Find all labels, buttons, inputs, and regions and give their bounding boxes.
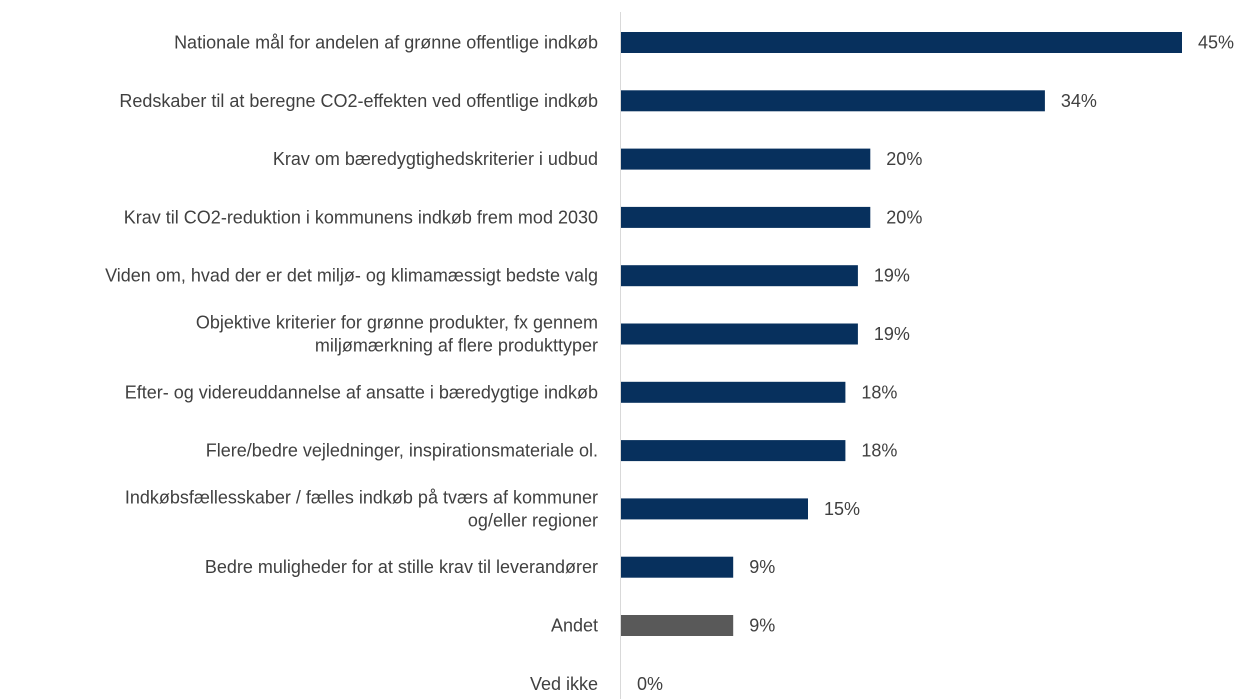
bar bbox=[621, 32, 1182, 53]
value-label: 18% bbox=[861, 382, 897, 402]
bar bbox=[621, 206, 871, 228]
bars-layer bbox=[621, 32, 1182, 636]
category-label: Krav til CO2-reduktion i kommunens indkø… bbox=[124, 207, 598, 227]
value-label: 20% bbox=[886, 149, 922, 169]
value-label: 0% bbox=[637, 674, 663, 694]
category-label: Efter- og videreuddannelse af ansatte i … bbox=[125, 382, 598, 402]
category-label: Nationale mål for andelen af grønne offe… bbox=[174, 33, 598, 53]
value-label: 18% bbox=[861, 441, 897, 461]
bar bbox=[621, 615, 734, 636]
value-label: 20% bbox=[886, 207, 922, 227]
value-label: 19% bbox=[874, 266, 910, 286]
bar bbox=[621, 148, 871, 170]
category-label: Indkøbsfællesskaber / fælles indkøb på t… bbox=[125, 487, 598, 530]
category-label: Andet bbox=[551, 616, 598, 636]
value-label: 9% bbox=[749, 557, 775, 577]
bar bbox=[621, 556, 734, 578]
value-labels-layer: 45% 34% 20% 20% 19% 19% 18% 18% 15% 9% 9% 0% bbox=[637, 33, 1234, 694]
category-label: Bedre muligheder for at stille krav til … bbox=[205, 557, 598, 577]
bar bbox=[621, 90, 1045, 112]
bar bbox=[621, 381, 846, 403]
value-label: 15% bbox=[824, 499, 860, 519]
bar bbox=[621, 323, 858, 345]
value-label: 19% bbox=[874, 324, 910, 344]
bar bbox=[621, 440, 846, 462]
value-label: 45% bbox=[1198, 33, 1234, 53]
value-label: 9% bbox=[749, 616, 775, 636]
category-label: Objektive kriterier for grønne produkter… bbox=[196, 313, 598, 356]
bar bbox=[621, 498, 808, 520]
bar bbox=[621, 265, 858, 287]
category-label: Flere/bedre vejledninger, inspirationsma… bbox=[206, 441, 598, 461]
category-labels-layer: Nationale mål for andelen af grønne offe… bbox=[105, 33, 598, 694]
category-label: Redskaber til at beregne CO2-effekten ve… bbox=[119, 91, 598, 111]
category-label: Krav om bæredygtighedskriterier i udbud bbox=[273, 149, 598, 169]
category-label: Ved ikke bbox=[530, 674, 598, 694]
value-label: 34% bbox=[1061, 91, 1097, 111]
category-label: Viden om, hvad der er det miljø- og klim… bbox=[105, 266, 598, 286]
